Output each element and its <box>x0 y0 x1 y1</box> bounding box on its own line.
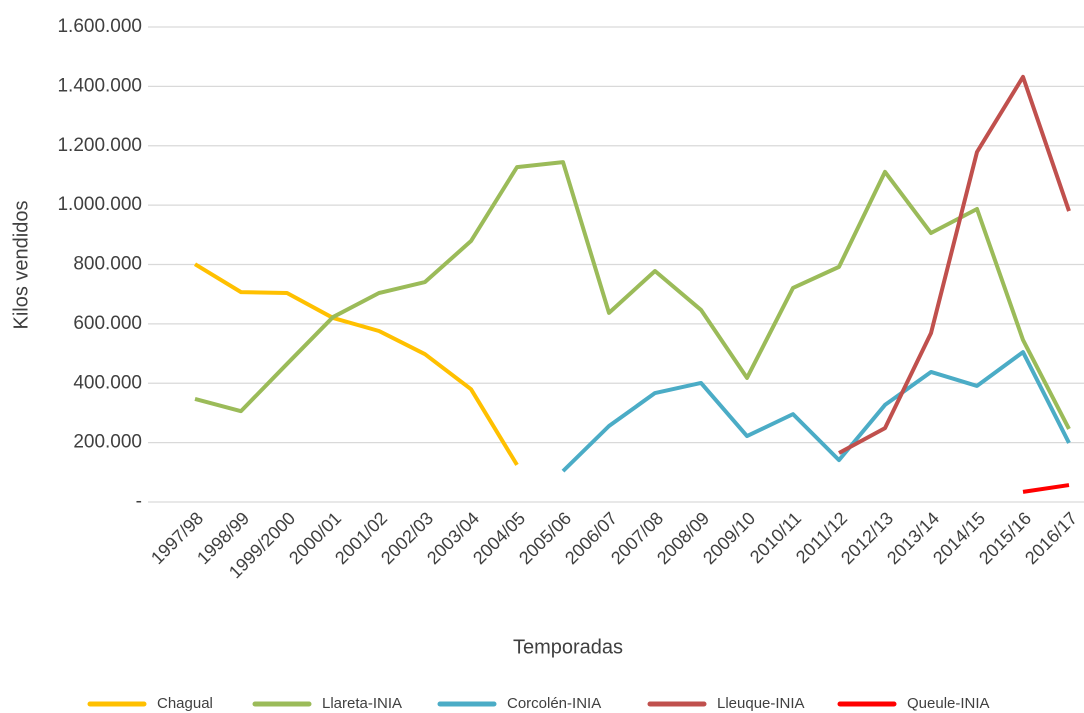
y-tick-label: 600.000 <box>73 313 142 334</box>
legend-label: Queule-INIA <box>907 695 990 712</box>
legend-label: Lleuque-INIA <box>717 695 805 712</box>
legend-label: Corcolén-INIA <box>507 695 601 712</box>
line-series <box>838 74 1071 455</box>
y-tick-label: 400.000 <box>73 372 142 393</box>
y-tick-label: 800.000 <box>73 254 142 275</box>
y-axis-title: Kilos vendidos <box>10 201 32 330</box>
line-series <box>561 350 1071 473</box>
line-series <box>193 262 519 466</box>
y-tick-label: 1.000.000 <box>57 194 142 215</box>
y-tick-label: 200.000 <box>73 432 142 453</box>
line-series <box>194 160 1071 430</box>
x-axis-title: Temporadas <box>513 636 623 658</box>
legend-label: Llareta-INIA <box>322 695 402 712</box>
y-tick-label: 1.400.000 <box>57 75 142 96</box>
line-series <box>1022 483 1070 494</box>
y-tick-label: 1.200.000 <box>57 135 142 156</box>
legend-label: Chagual <box>157 695 213 712</box>
y-tick-label: 1.600.000 <box>57 16 142 37</box>
y-tick-label: - <box>136 491 142 512</box>
